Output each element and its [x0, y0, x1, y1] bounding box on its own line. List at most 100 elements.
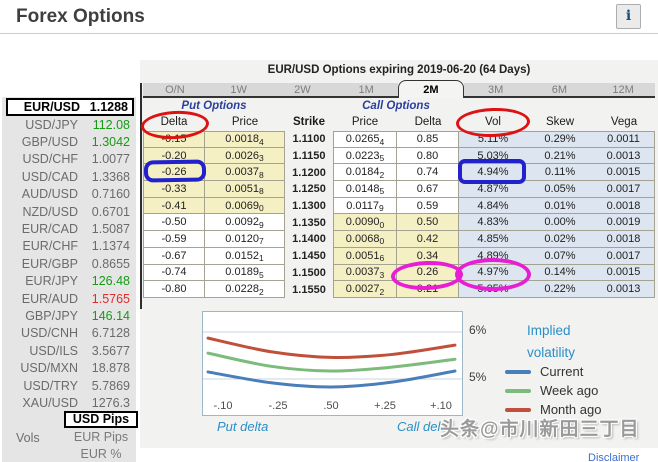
pair-row-eur-jpy[interactable]: EUR/JPY 126.48: [6, 273, 134, 290]
strike-value: 1.1450: [292, 250, 326, 263]
vega-value: 0.0017: [593, 247, 655, 265]
option-row-strike-1.1500: -0.74 0.0189 5 1.1500 0.0037 3 0.26 4.97% 0.14% 0…: [143, 264, 655, 282]
vol-value: 4.94%: [459, 164, 527, 182]
pair-row-eur-chf[interactable]: EUR/CHF 1.1374: [6, 238, 134, 255]
pair-rate: 5.7869: [91, 378, 130, 393]
tab-2w[interactable]: 2W: [270, 83, 335, 98]
pair-name: EUR/JPY: [25, 274, 78, 289]
vol-mode-eur-pips[interactable]: EUR Pips: [73, 429, 129, 444]
pair-row-eur-gbp[interactable]: EUR/GBP 0.8655: [6, 255, 134, 272]
skew-value: 0.07%: [527, 247, 593, 265]
vols-label: Vols: [16, 431, 40, 445]
call-delta-value: 0.80: [397, 147, 459, 165]
curve-week-ago: [206, 351, 457, 373]
pair-row-usd-cad[interactable]: USD/CAD 1.3368: [6, 168, 134, 185]
put-price-value: 0.0228 2: [205, 281, 285, 298]
currency-sidebar: EUR/USD 1.1288 USD/JPY 112.08 GBP/USD 1.3042 U…: [2, 97, 138, 462]
pair-row-eur-aud[interactable]: EUR/AUD 1.5765: [6, 290, 134, 307]
vol-mode-eur--[interactable]: EUR %: [80, 447, 122, 461]
y-axis-tick-5pct: 5%: [469, 370, 487, 384]
legend-label: Week ago: [540, 383, 599, 398]
tab-1m[interactable]: 1M: [334, 83, 398, 98]
put-delta-value: -0.15: [143, 131, 205, 148]
call-price-value: 0.0184 2: [333, 164, 397, 182]
strike-value: 1.1300: [292, 200, 326, 213]
pair-name: USD/ILS: [29, 343, 78, 358]
pair-name: USD/JPY: [25, 117, 78, 132]
pair-row-usd-ils[interactable]: USD/ILS 3.5677: [6, 342, 134, 359]
pair-rate: 146.14: [91, 308, 130, 323]
pair-row-usd-chf[interactable]: USD/CHF 1.0077: [6, 151, 134, 168]
pair-row-usd-jpy[interactable]: USD/JPY 112.08: [6, 116, 134, 133]
put-price-value: 0.0189 5: [205, 264, 285, 282]
put-price-value: 0.0069 0: [205, 197, 285, 215]
option-row-strike-1.1100: -0.15 0.0018 4 1.1100 0.0265 4 0.85 5.11% 0.29% 0…: [143, 131, 655, 148]
pair-name: GBP/USD: [21, 135, 78, 150]
vega-value: 0.0013: [593, 147, 655, 165]
put-delta-value: -0.41: [143, 197, 205, 215]
option-row-strike-1.1550: -0.80 0.0228 2 1.1550 0.0027 2 0.21 5.05% 0.22% 0…: [143, 281, 655, 298]
col-header-strike: Strike: [293, 116, 325, 128]
pair-rate: 1.5087: [91, 222, 130, 237]
pair-name: EUR/CAD: [21, 222, 78, 237]
pair-row-gbp-usd[interactable]: GBP/USD 1.3042: [6, 133, 134, 150]
put-delta-value: -0.50: [143, 214, 205, 232]
vol-mode-usd-pips[interactable]: USD Pips: [64, 411, 138, 428]
pair-name: USD/CHF: [22, 152, 78, 167]
pair-rate: 18.878: [91, 361, 130, 376]
pair-rate: 3.5677: [91, 343, 130, 358]
call-price-value: 0.0223 5: [333, 147, 397, 165]
col-header-call-delta: Delta: [414, 116, 442, 128]
option-row-strike-1.1200: -0.26 0.0037 8 1.1200 0.0184 2 0.74 4.94% 0.11% 0…: [143, 164, 655, 182]
call-delta-value: 0.34: [397, 247, 459, 265]
curve-current: [206, 369, 457, 389]
info-button[interactable]: i: [616, 4, 641, 29]
call-price-value: 0.0117 9: [333, 197, 397, 215]
pair-row-usd-cnh[interactable]: USD/CNH 6.7128: [6, 325, 134, 342]
option-row-strike-1.1350: -0.50 0.0092 9 1.1350 0.0090 0 0.50 4.83% 0.00% 0…: [143, 214, 655, 232]
pair-rate: 126.48: [91, 274, 130, 289]
tab-12m[interactable]: 12M: [591, 83, 655, 98]
tab-on[interactable]: O/N: [143, 83, 207, 98]
column-header-row: Delta Price Strike Price Delta Vol Skew …: [143, 114, 655, 130]
put-price-value: 0.0018 4: [205, 131, 285, 148]
pair-row-aud-usd[interactable]: AUD/USD 0.7160: [6, 186, 134, 203]
pair-row-nzd-usd[interactable]: NZD/USD 0.6701: [6, 203, 134, 220]
put-delta-value: -0.74: [143, 264, 205, 282]
tab-6m[interactable]: 6M: [527, 83, 592, 98]
call-price-value: 0.0051 6: [333, 247, 397, 265]
option-row-strike-1.1400: -0.59 0.0120 7 1.1400 0.0068 0 0.42 4.85% 0.02% 0…: [143, 231, 655, 248]
call-delta-value: 0.42: [397, 231, 459, 248]
pair-row-gbp-jpy[interactable]: GBP/JPY 146.14: [6, 307, 134, 324]
x-tick-1: -.25: [269, 400, 288, 412]
call-price-value: 0.0037 3: [333, 264, 397, 282]
call-delta-value: 0.74: [397, 164, 459, 182]
tenor-tab-bar: O/N 1W 2W 1M 2M 3M 6M 12M: [143, 80, 655, 98]
put-delta-value: -0.33: [143, 181, 205, 198]
vega-value: 0.0017: [593, 181, 655, 198]
pair-rate: 112.08: [92, 117, 130, 132]
tab-2m[interactable]: 2M: [398, 80, 464, 98]
vega-value: 0.0019: [593, 214, 655, 232]
vega-value: 0.0011: [593, 131, 655, 148]
skew-value: 0.11%: [527, 164, 593, 182]
vol-value: 4.85%: [459, 231, 527, 248]
put-price-value: 0.0051 8: [205, 181, 285, 198]
vega-value: 0.0015: [593, 264, 655, 282]
pair-name: USD/CNH: [21, 326, 78, 341]
tab-1w[interactable]: 1W: [206, 83, 271, 98]
pair-rate: 1.3368: [91, 169, 130, 184]
put-delta-value: -0.67: [143, 247, 205, 265]
pair-row-xau-usd[interactable]: XAU/USD 1276.3: [6, 394, 134, 411]
put-options-group-label: Put Options: [181, 100, 247, 112]
strike-value: 1.1150: [292, 150, 326, 163]
pair-row-usd-mxn[interactable]: USD/MXN 18.878: [6, 359, 134, 376]
pair-row-usd-try[interactable]: USD/TRY 5.7869: [6, 377, 134, 394]
tab-3m[interactable]: 3M: [463, 83, 528, 98]
skew-value: 0.29%: [527, 131, 593, 148]
disclaimer-link[interactable]: Disclaimer: [588, 452, 640, 462]
legend-swatch: [505, 407, 531, 412]
pair-row-eur-cad[interactable]: EUR/CAD 1.5087: [6, 220, 134, 237]
pair-row-eur-usd[interactable]: EUR/USD 1.1288: [6, 98, 134, 116]
pair-rate: 1276.3: [91, 395, 130, 410]
